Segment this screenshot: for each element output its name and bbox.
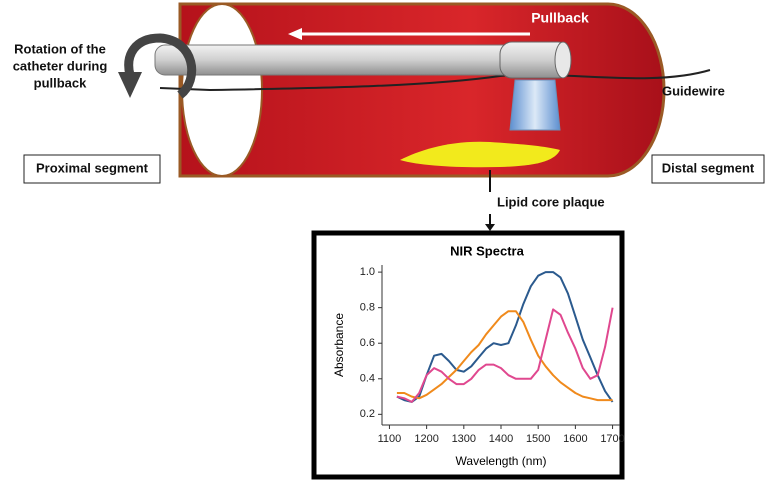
pullback-arrowhead — [288, 28, 302, 40]
x-axis-label: Wavelength (nm) — [456, 454, 547, 468]
rotation-arrow — [124, 33, 197, 99]
x-tick-label: 1600 — [563, 433, 587, 445]
y-tick-label: 0.2 — [360, 408, 375, 420]
plaque-label: Lipid core plaque — [497, 194, 605, 209]
distal-label: Distal segment — [662, 160, 755, 175]
spectrum-line — [396, 310, 613, 402]
catheter — [154, 44, 526, 76]
rotation-label: catheter during — [13, 58, 108, 73]
rotation-arrowhead — [118, 72, 142, 98]
rotation-label: pullback — [34, 75, 88, 90]
guidewire-label: Guidewire — [662, 83, 725, 98]
pullback-label: Pullback — [531, 10, 589, 26]
proximal-label: Proximal segment — [36, 160, 149, 175]
x-tick-label: 1500 — [526, 433, 550, 445]
rotation-label: Rotation of the — [14, 41, 106, 56]
x-tick-label: 1100 — [378, 433, 402, 445]
light-beam — [509, 79, 561, 131]
chart-title: NIR Spectra — [450, 243, 524, 258]
chart-pointer-head — [485, 224, 495, 231]
x-tick-label: 1700 — [600, 433, 624, 445]
y-tick-label: 0.8 — [360, 302, 375, 314]
x-tick-label: 1200 — [414, 433, 438, 445]
y-tick-label: 0.4 — [360, 373, 375, 385]
distal-box — [651, 154, 765, 184]
x-tick-label: 1400 — [489, 433, 513, 445]
proximal-box — [23, 154, 161, 184]
y-tick-label: 1.0 — [360, 266, 375, 278]
spectrum-line — [396, 271, 614, 403]
plaque — [400, 141, 560, 168]
spectrum-line — [396, 307, 614, 403]
x-tick-label: 1300 — [452, 433, 476, 445]
catheter-tip-end — [554, 41, 572, 79]
y-tick-label: 0.6 — [360, 337, 375, 349]
y-axis-label: Absorbance — [332, 313, 346, 377]
guidewire — [159, 69, 711, 92]
